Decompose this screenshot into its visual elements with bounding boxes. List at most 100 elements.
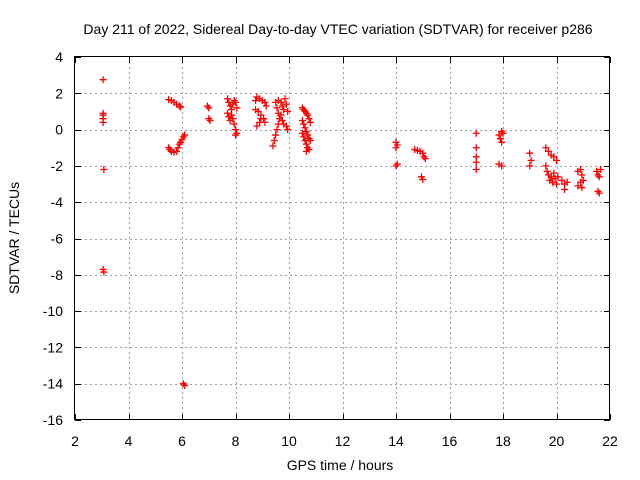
data-point bbox=[544, 147, 552, 155]
data-point bbox=[553, 156, 560, 164]
x-tick-label: 14 bbox=[388, 433, 404, 449]
data-point bbox=[597, 166, 605, 174]
x-tick-label: 16 bbox=[442, 433, 458, 449]
data-point bbox=[527, 156, 535, 164]
data-point bbox=[561, 185, 569, 193]
data-point bbox=[175, 102, 183, 110]
data-point bbox=[223, 95, 231, 103]
data-point bbox=[261, 98, 269, 106]
data-point bbox=[392, 162, 400, 170]
data-point bbox=[257, 115, 265, 123]
data-point bbox=[579, 176, 587, 184]
data-point bbox=[181, 382, 189, 390]
data-point bbox=[548, 178, 556, 186]
y-tick-label: -6 bbox=[51, 231, 64, 247]
data-point bbox=[550, 153, 558, 161]
data-point bbox=[278, 117, 286, 125]
data-point bbox=[273, 104, 281, 112]
x-tick-label: 10 bbox=[281, 433, 297, 449]
y-tick-label: -2 bbox=[51, 158, 64, 174]
x-tick-label: 18 bbox=[495, 433, 511, 449]
data-point bbox=[205, 104, 213, 112]
data-point bbox=[301, 136, 309, 144]
data-point bbox=[281, 95, 289, 103]
data-point bbox=[472, 166, 480, 174]
data-point bbox=[574, 182, 582, 190]
data-point bbox=[100, 166, 108, 174]
data-point bbox=[472, 144, 480, 152]
data-point bbox=[300, 120, 308, 128]
data-point bbox=[99, 118, 107, 126]
data-point bbox=[496, 135, 504, 143]
x-axis-label: GPS time / hours bbox=[287, 457, 394, 473]
data-point bbox=[526, 162, 534, 170]
data-point bbox=[595, 189, 603, 197]
y-tick-label: 4 bbox=[55, 49, 63, 65]
data-point bbox=[272, 131, 280, 139]
data-point bbox=[253, 122, 261, 130]
x-tick-label: 4 bbox=[125, 433, 133, 449]
data-point bbox=[304, 131, 312, 139]
y-tick-label: -8 bbox=[51, 267, 64, 283]
data-point bbox=[419, 176, 427, 184]
data-point bbox=[262, 102, 270, 110]
plot-frame bbox=[74, 56, 610, 420]
data-point bbox=[498, 138, 506, 146]
data-point bbox=[277, 111, 285, 119]
y-tick-label: 2 bbox=[55, 85, 63, 101]
data-points bbox=[99, 76, 605, 390]
data-point bbox=[284, 126, 292, 134]
data-point bbox=[174, 144, 182, 152]
data-point bbox=[305, 115, 313, 123]
data-point bbox=[306, 118, 314, 126]
data-point bbox=[495, 131, 503, 139]
y-tick-labels: 4 2 0 -2 -4 -6 -8 -10 -12 -14 -16 bbox=[43, 49, 63, 428]
data-point bbox=[229, 115, 237, 123]
data-point bbox=[542, 144, 550, 152]
data-point bbox=[232, 98, 239, 106]
data-point bbox=[558, 176, 566, 184]
data-point bbox=[269, 142, 277, 150]
data-point bbox=[577, 166, 585, 174]
x-tick-label: 6 bbox=[178, 433, 186, 449]
data-point bbox=[277, 98, 285, 106]
data-point bbox=[232, 131, 239, 139]
data-point bbox=[302, 140, 310, 148]
y-tick-label: -12 bbox=[43, 339, 63, 355]
data-point bbox=[547, 173, 555, 181]
data-point bbox=[472, 158, 480, 166]
data-point bbox=[181, 131, 189, 139]
data-point bbox=[578, 171, 586, 179]
data-point bbox=[270, 136, 278, 144]
data-point bbox=[542, 162, 550, 170]
x-tick-label: 8 bbox=[232, 433, 240, 449]
data-point bbox=[304, 111, 312, 119]
data-point bbox=[563, 178, 571, 186]
data-point bbox=[498, 162, 506, 170]
data-point bbox=[100, 268, 108, 276]
x-tick-label: 12 bbox=[335, 433, 351, 449]
data-point bbox=[227, 111, 235, 119]
data-point bbox=[298, 117, 306, 125]
data-point bbox=[282, 100, 290, 108]
data-point bbox=[282, 122, 290, 130]
x-tick-label: 22 bbox=[602, 433, 618, 449]
data-point bbox=[252, 97, 260, 105]
data-point bbox=[256, 118, 264, 126]
y-axis-label: SDTVAR / TECUs bbox=[6, 182, 22, 294]
data-point bbox=[233, 104, 241, 112]
data-point bbox=[280, 106, 288, 114]
data-point bbox=[595, 173, 603, 181]
x-tick-label: 20 bbox=[549, 433, 565, 449]
data-point bbox=[302, 127, 310, 135]
data-point bbox=[554, 173, 562, 181]
data-point bbox=[278, 102, 286, 110]
data-point bbox=[177, 103, 185, 111]
data-point bbox=[472, 129, 480, 137]
data-point bbox=[419, 149, 427, 157]
data-point bbox=[99, 76, 107, 84]
data-point bbox=[301, 124, 309, 132]
data-point bbox=[300, 133, 308, 141]
data-point bbox=[173, 147, 181, 155]
data-point bbox=[498, 127, 506, 135]
